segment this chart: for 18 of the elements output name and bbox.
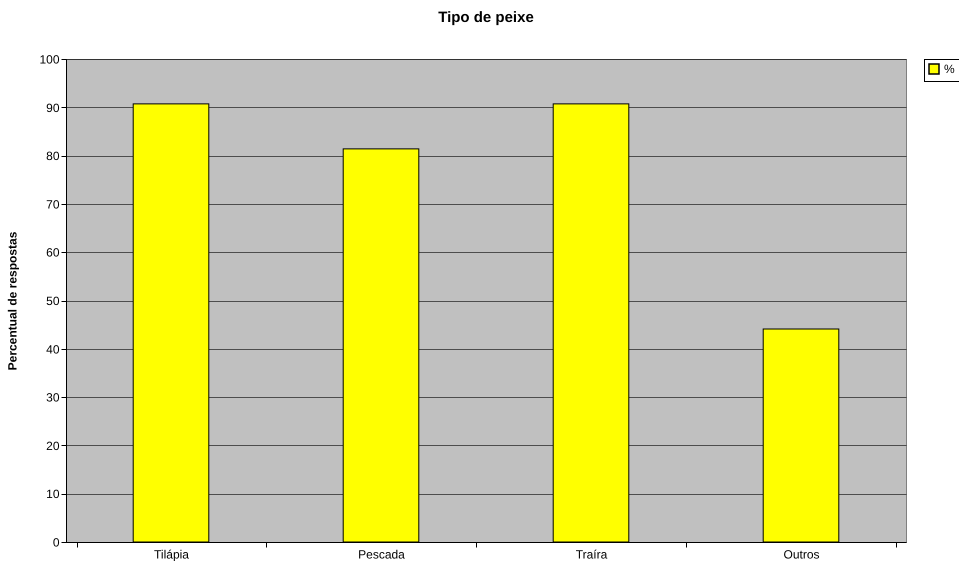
y-tick-label: 0 xyxy=(52,536,60,550)
y-tick-label: 70 xyxy=(46,197,60,212)
y-tick-label: 40 xyxy=(46,342,60,356)
y-tick-label: 100 xyxy=(39,52,60,66)
y-tick-label: 10 xyxy=(46,487,60,502)
x-tick-label: Traíra xyxy=(576,548,608,562)
y-tick-label: 30 xyxy=(46,390,60,405)
x-tick-label: Tilápia xyxy=(154,548,190,562)
y-tick-label: 20 xyxy=(46,438,60,453)
y-tick-label: 90 xyxy=(46,100,60,115)
y-tick-label: 80 xyxy=(46,149,60,164)
legend-label: % xyxy=(944,62,955,76)
x-tick-label: Outros xyxy=(783,548,820,562)
x-tick-label: Pescada xyxy=(358,548,406,562)
y-tick-label: 50 xyxy=(46,294,60,308)
y-tick-label: 60 xyxy=(46,246,60,260)
chart-title: Tipo de peixe xyxy=(438,9,534,26)
y-axis-title: Percentual de respostas xyxy=(5,231,20,370)
